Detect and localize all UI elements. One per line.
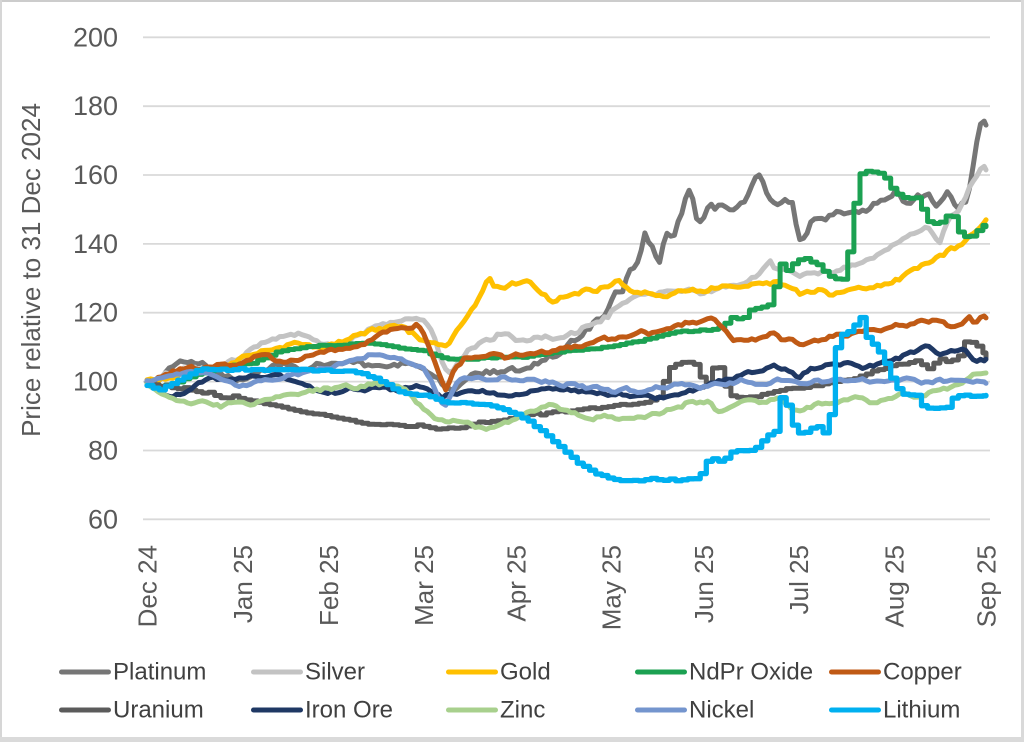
svg-text:Feb 25: Feb 25 bbox=[314, 545, 344, 626]
svg-text:60: 60 bbox=[88, 504, 118, 534]
svg-text:Aug 25: Aug 25 bbox=[879, 545, 909, 627]
svg-text:Gold: Gold bbox=[500, 659, 551, 686]
svg-text:Uranium: Uranium bbox=[113, 697, 204, 724]
svg-text:Jul 25: Jul 25 bbox=[784, 545, 814, 614]
svg-text:160: 160 bbox=[73, 160, 118, 190]
svg-text:Copper: Copper bbox=[883, 659, 962, 686]
svg-text:180: 180 bbox=[73, 91, 118, 121]
svg-text:140: 140 bbox=[73, 229, 118, 259]
svg-text:Price relative to 31 Dec 2024: Price relative to 31 Dec 2024 bbox=[16, 103, 46, 437]
svg-text:Zinc: Zinc bbox=[500, 697, 545, 724]
svg-text:Apr 25: Apr 25 bbox=[501, 545, 531, 622]
svg-text:Silver: Silver bbox=[305, 659, 365, 686]
svg-text:Platinum: Platinum bbox=[113, 659, 206, 686]
svg-text:120: 120 bbox=[73, 298, 118, 328]
svg-text:Nickel: Nickel bbox=[689, 697, 754, 724]
svg-text:200: 200 bbox=[73, 22, 118, 52]
svg-text:Dec 24: Dec 24 bbox=[133, 545, 163, 627]
svg-text:Jan 25: Jan 25 bbox=[228, 545, 258, 623]
svg-text:Mar 25: Mar 25 bbox=[409, 545, 439, 626]
svg-text:Iron Ore: Iron Ore bbox=[305, 697, 393, 724]
svg-text:NdPr Oxide: NdPr Oxide bbox=[689, 659, 813, 686]
svg-text:80: 80 bbox=[88, 436, 118, 466]
svg-text:Lithium: Lithium bbox=[883, 697, 960, 724]
svg-text:100: 100 bbox=[73, 367, 118, 397]
svg-text:Sep 25: Sep 25 bbox=[972, 545, 1002, 627]
svg-text:Jun 25: Jun 25 bbox=[689, 545, 719, 623]
svg-text:May 25: May 25 bbox=[597, 545, 627, 630]
